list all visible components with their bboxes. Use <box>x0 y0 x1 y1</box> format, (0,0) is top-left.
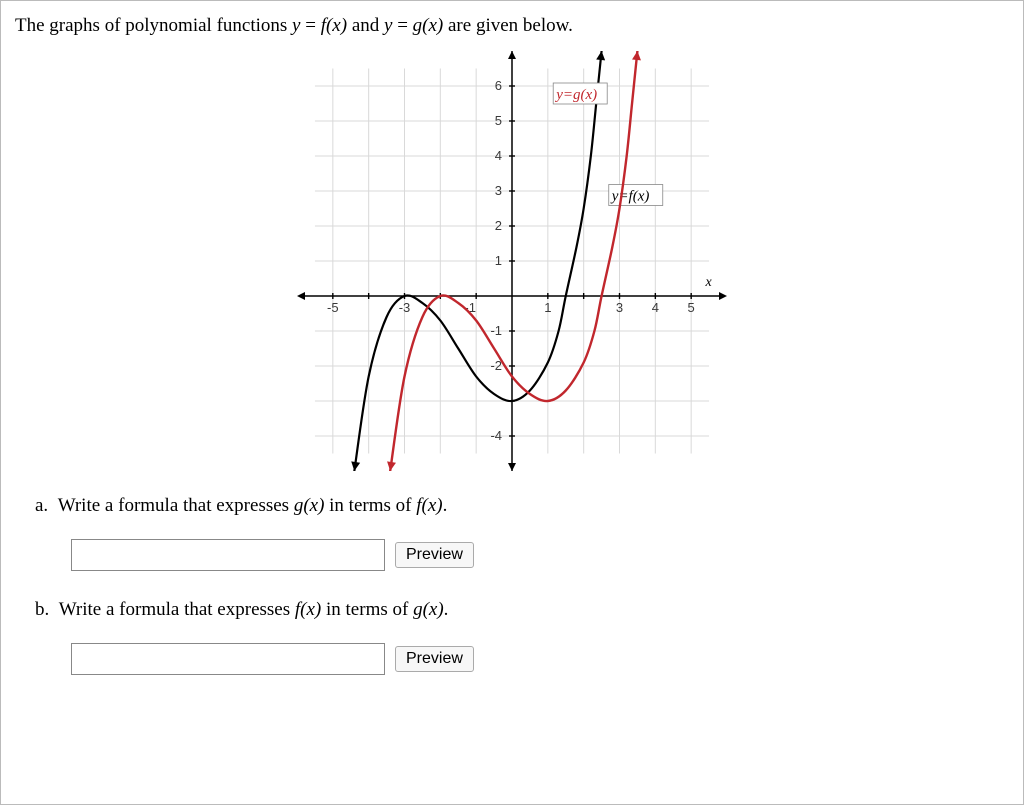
qb-pre: Write a formula that expresses <box>59 599 295 620</box>
qa-gx: g(x) <box>294 495 325 516</box>
intro-text: The graphs of polynomial functions y = f… <box>15 15 1009 37</box>
svg-text:2: 2 <box>495 218 502 233</box>
qa-mid: in terms of <box>324 495 416 516</box>
qb-fx: f(x) <box>295 599 321 620</box>
svg-text:-3: -3 <box>399 300 411 315</box>
svg-text:5: 5 <box>688 300 695 315</box>
svg-text:4: 4 <box>652 300 659 315</box>
question-a-label: a. Write a formula that expresses g(x) i… <box>35 495 1009 517</box>
svg-text:y=f(x): y=f(x) <box>610 189 650 205</box>
intro-gx: g(x) <box>413 15 444 36</box>
qb-post: . <box>444 599 449 620</box>
intro-eq1: = <box>300 15 320 36</box>
svg-text:3: 3 <box>495 183 502 198</box>
svg-text:1: 1 <box>495 253 502 268</box>
intro-p1: The graphs of polynomial functions <box>15 15 292 36</box>
chart-svg: -5-31345-1123456-1-2-4xy=f(x)y=g(x) <box>297 51 727 471</box>
svg-text:1: 1 <box>544 300 551 315</box>
questions: a. Write a formula that expresses g(x) i… <box>35 495 1009 675</box>
svg-text:-4: -4 <box>490 428 502 443</box>
intro-and: and <box>347 15 384 36</box>
svg-text:-1: -1 <box>490 323 502 338</box>
intro-eq2: = <box>392 15 412 36</box>
svg-text:-5: -5 <box>327 300 339 315</box>
qa-letter: a. <box>35 495 48 516</box>
page: The graphs of polynomial functions y = f… <box>0 0 1024 805</box>
qb-mid: in terms of <box>321 599 413 620</box>
qb-letter: b. <box>35 599 49 620</box>
graph: -5-31345-1123456-1-2-4xy=f(x)y=g(x) <box>297 51 727 471</box>
intro-fx: f(x) <box>321 15 347 36</box>
qa-pre: Write a formula that expresses <box>58 495 294 516</box>
svg-text:4: 4 <box>495 148 502 163</box>
svg-text:x: x <box>705 275 713 290</box>
svg-text:3: 3 <box>616 300 623 315</box>
svg-text:6: 6 <box>495 78 502 93</box>
answer-row-a: Preview <box>71 539 1009 571</box>
question-a: a. Write a formula that expresses g(x) i… <box>35 495 1009 571</box>
preview-button-a[interactable]: Preview <box>395 542 474 568</box>
preview-button-b[interactable]: Preview <box>395 646 474 672</box>
question-b: b. Write a formula that expresses f(x) i… <box>35 599 1009 675</box>
intro-p2: are given below. <box>443 15 573 36</box>
answer-input-b[interactable] <box>71 643 385 675</box>
svg-text:y=g(x): y=g(x) <box>554 87 597 103</box>
answer-input-a[interactable] <box>71 539 385 571</box>
qa-post: . <box>443 495 448 516</box>
graph-container: -5-31345-1123456-1-2-4xy=f(x)y=g(x) <box>15 51 1009 471</box>
qa-fx: f(x) <box>416 495 442 516</box>
question-b-label: b. Write a formula that expresses f(x) i… <box>35 599 1009 621</box>
svg-text:5: 5 <box>495 113 502 128</box>
qb-gx: g(x) <box>413 599 444 620</box>
answer-row-b: Preview <box>71 643 1009 675</box>
